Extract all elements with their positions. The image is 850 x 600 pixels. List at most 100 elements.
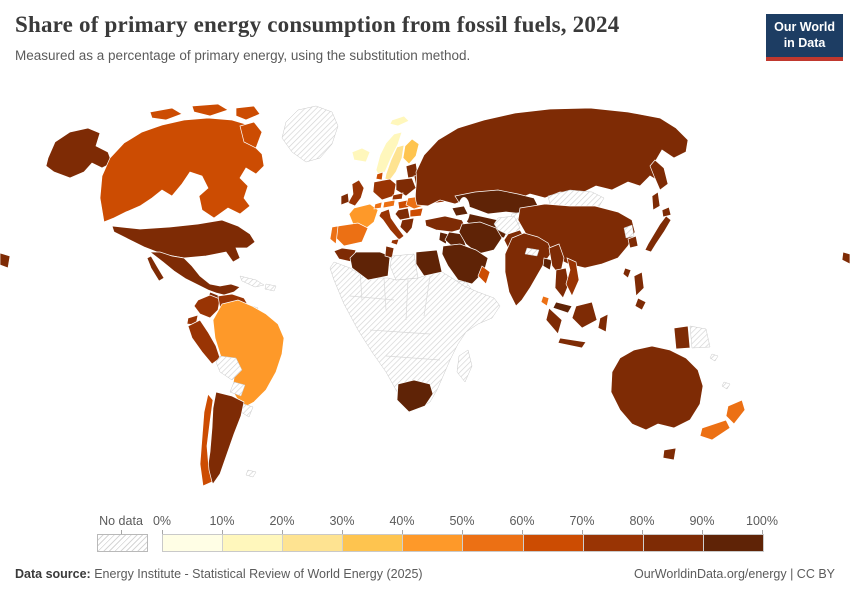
- country-canada[interactable]: [99, 117, 265, 223]
- legend-bin-swatch[interactable]: [582, 535, 643, 551]
- country-sulawesi[interactable]: [597, 313, 609, 333]
- country-cuba[interactable]: [239, 275, 265, 288]
- country-libya[interactable]: [389, 253, 419, 281]
- country-myanmar[interactable]: [548, 243, 565, 277]
- owid-logo[interactable]: Our World in Data: [766, 14, 843, 62]
- country-falklands[interactable]: [245, 469, 257, 478]
- legend-bin-swatch[interactable]: [222, 535, 283, 551]
- country-hokkaido[interactable]: [661, 206, 672, 218]
- country-saudi-arabia[interactable]: [441, 243, 489, 285]
- no-data-pacific-islands[interactable]: [709, 353, 731, 390]
- country-mexico[interactable]: [148, 251, 241, 296]
- country-russia-wrap-left[interactable]: [0, 252, 11, 269]
- country-sri-lanka[interactable]: [540, 295, 550, 307]
- country-india[interactable]: [504, 232, 553, 307]
- country-russia-wrap-right[interactable]: [841, 251, 850, 265]
- country-colombia[interactable]: [193, 294, 221, 319]
- legend-bin-swatch[interactable]: [402, 535, 463, 551]
- page-subtitle: Measured as a percentage of primary ener…: [15, 48, 471, 63]
- country-borneo[interactable]: [571, 301, 598, 329]
- country-mexico-baja[interactable]: [146, 255, 165, 282]
- country-west-papua[interactable]: [673, 325, 691, 350]
- country-north-korea[interactable]: [623, 224, 635, 239]
- country-brazil[interactable]: [212, 299, 285, 409]
- country-kamchatka[interactable]: [649, 159, 669, 191]
- country-poland[interactable]: [395, 177, 417, 197]
- country-bangladesh[interactable]: [542, 257, 553, 271]
- country-greece[interactable]: [399, 217, 415, 235]
- country-south-korea[interactable]: [627, 235, 639, 249]
- country-ireland[interactable]: [340, 192, 350, 206]
- country-balkans[interactable]: [394, 207, 411, 221]
- country-bulgaria[interactable]: [409, 207, 424, 218]
- country-iceland[interactable]: [351, 147, 371, 163]
- legend-tick-labels: 0% 10% 20% 30% 40% 50% 60% 70% 80% 90% 100%: [153, 514, 778, 534]
- country-austria[interactable]: [382, 199, 396, 209]
- legend-bin-swatch[interactable]: [282, 535, 343, 551]
- legend-tick-mark: [162, 530, 163, 534]
- country-nepal[interactable]: [524, 247, 540, 257]
- country-canada-arctic2[interactable]: [191, 103, 229, 117]
- legend-bin-swatch[interactable]: [702, 535, 763, 551]
- legend-tick-mark: [702, 530, 703, 534]
- country-sicily[interactable]: [390, 238, 400, 246]
- country-turkey[interactable]: [424, 215, 467, 233]
- country-papua-new-guinea[interactable]: [689, 325, 711, 349]
- footer-separator: |: [786, 567, 797, 581]
- country-taiwan[interactable]: [622, 267, 632, 279]
- country-iran[interactable]: [458, 221, 503, 255]
- country-java[interactable]: [557, 337, 587, 349]
- country-thailand[interactable]: [554, 267, 570, 299]
- legend-bin-swatch[interactable]: [462, 535, 523, 551]
- footer-link[interactable]: OurWorldinData.org/energy: [633, 567, 787, 581]
- country-bolivia[interactable]: [215, 355, 243, 381]
- country-argentina[interactable]: [206, 391, 245, 485]
- country-new-zealand-south[interactable]: [699, 419, 731, 441]
- country-portugal[interactable]: [329, 225, 339, 245]
- country-philippines[interactable]: [633, 271, 647, 311]
- country-madagascar[interactable]: [456, 349, 473, 383]
- country-greenland[interactable]: [281, 105, 339, 163]
- country-italy[interactable]: [378, 208, 405, 241]
- country-paraguay[interactable]: [229, 381, 246, 397]
- legend-bin-swatch[interactable]: [522, 535, 583, 551]
- country-chile[interactable]: [199, 393, 214, 487]
- country-japan[interactable]: [644, 215, 672, 253]
- legend-color-bar[interactable]: [162, 534, 764, 552]
- country-caucasus[interactable]: [451, 205, 469, 217]
- country-usa[interactable]: [111, 219, 256, 263]
- country-egypt[interactable]: [415, 249, 443, 277]
- country-finland[interactable]: [402, 138, 420, 165]
- legend-bin-swatch[interactable]: [163, 535, 223, 551]
- country-alaska[interactable]: [45, 127, 113, 179]
- country-south-africa[interactable]: [396, 379, 434, 413]
- country-denmark[interactable]: [375, 171, 384, 181]
- country-switzerland[interactable]: [373, 201, 383, 210]
- country-oman[interactable]: [477, 265, 491, 285]
- legend-tick-label: 60%: [509, 514, 535, 528]
- country-spain[interactable]: [333, 222, 369, 247]
- country-vietnam[interactable]: [565, 257, 580, 297]
- legend-tick-label: 30%: [329, 514, 355, 528]
- country-svalbard[interactable]: [389, 115, 410, 127]
- country-sumatra[interactable]: [545, 307, 563, 335]
- country-uk[interactable]: [347, 179, 365, 207]
- country-australia[interactable]: [610, 345, 704, 431]
- country-czechia[interactable]: [391, 192, 404, 201]
- country-canada-arctic3[interactable]: [235, 105, 261, 121]
- country-russia[interactable]: [415, 107, 689, 207]
- legend-bin-swatch[interactable]: [342, 535, 403, 551]
- country-canada-arctic1[interactable]: [149, 107, 183, 121]
- country-hispaniola[interactable]: [264, 283, 277, 292]
- country-tasmania[interactable]: [662, 447, 677, 461]
- country-algeria[interactable]: [349, 251, 391, 281]
- legend-bin-swatch[interactable]: [642, 535, 703, 551]
- country-malaysia[interactable]: [552, 301, 573, 314]
- legend-tick-mark: [582, 530, 583, 534]
- legend-tick-mark: [642, 530, 643, 534]
- country-new-zealand-north[interactable]: [725, 399, 746, 425]
- country-canada-baffin[interactable]: [239, 121, 263, 149]
- country-sakhalin[interactable]: [651, 191, 661, 211]
- legend-no-data-swatch[interactable]: [97, 534, 148, 552]
